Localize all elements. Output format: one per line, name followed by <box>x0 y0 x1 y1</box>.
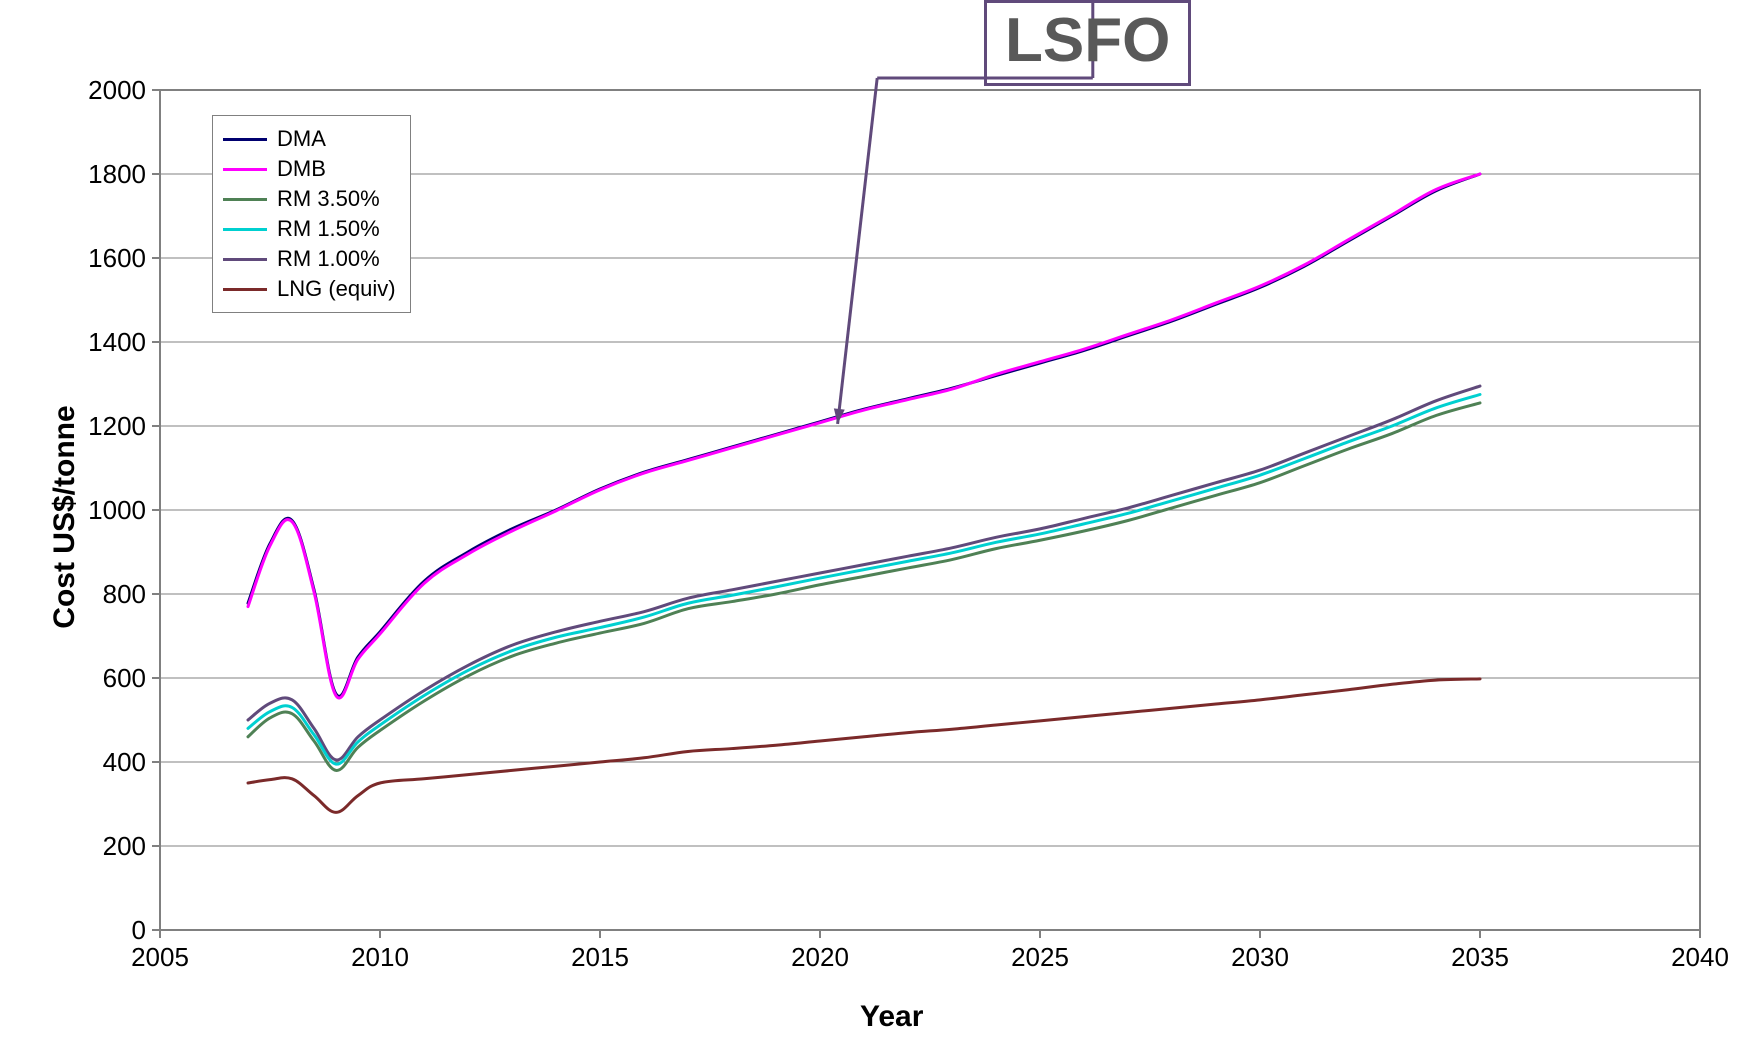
y-tick-label: 400 <box>66 747 146 778</box>
y-tick-label: 600 <box>66 663 146 694</box>
legend-swatch <box>223 168 267 171</box>
legend: DMA DMB RM 3.50% RM 1.50% RM 1.00% LNG (equiv… <box>212 115 411 313</box>
legend-swatch <box>223 198 267 201</box>
series-lng-equiv- <box>248 679 1480 813</box>
legend-item: LNG (equiv) <box>223 274 396 304</box>
y-tick-label: 1400 <box>66 327 146 358</box>
legend-swatch <box>223 228 267 231</box>
x-tick-label: 2010 <box>340 942 420 973</box>
series-rm-1-50- <box>248 395 1480 765</box>
x-tick-label: 2005 <box>120 942 200 973</box>
annotation-lsfo: LSFO <box>984 0 1191 86</box>
x-tick-label: 2035 <box>1440 942 1520 973</box>
series-dmb <box>248 174 1480 698</box>
legend-label: RM 3.50% <box>277 186 380 212</box>
y-tick-label: 1000 <box>66 495 146 526</box>
legend-label: RM 1.50% <box>277 216 380 242</box>
legend-item: RM 1.50% <box>223 214 396 244</box>
y-tick-label: 200 <box>66 831 146 862</box>
series-dma <box>248 174 1480 696</box>
legend-swatch <box>223 288 267 291</box>
y-tick-label: 1200 <box>66 411 146 442</box>
x-tick-label: 2020 <box>780 942 860 973</box>
x-tick-label: 2015 <box>560 942 640 973</box>
legend-item: RM 3.50% <box>223 184 396 214</box>
y-tick-label: 1800 <box>66 159 146 190</box>
annotation-label: LSFO <box>984 0 1191 86</box>
y-tick-label: 1600 <box>66 243 146 274</box>
legend-item: DMA <box>223 124 396 154</box>
x-tick-label: 2040 <box>1660 942 1740 973</box>
legend-swatch <box>223 138 267 141</box>
x-tick-label: 2030 <box>1220 942 1300 973</box>
legend-label: DMA <box>277 126 326 152</box>
x-tick-label: 2025 <box>1000 942 1080 973</box>
legend-label: LNG (equiv) <box>277 276 396 302</box>
y-tick-label: 2000 <box>66 75 146 106</box>
legend-item: DMB <box>223 154 396 184</box>
legend-item: RM 1.00% <box>223 244 396 274</box>
legend-label: DMB <box>277 156 326 182</box>
legend-label: RM 1.00% <box>277 246 380 272</box>
y-tick-label: 800 <box>66 579 146 610</box>
legend-swatch <box>223 258 267 261</box>
chart-container: Cost US$/tonne Year LSFO DMADMBRM 3.50%R… <box>0 0 1741 1052</box>
